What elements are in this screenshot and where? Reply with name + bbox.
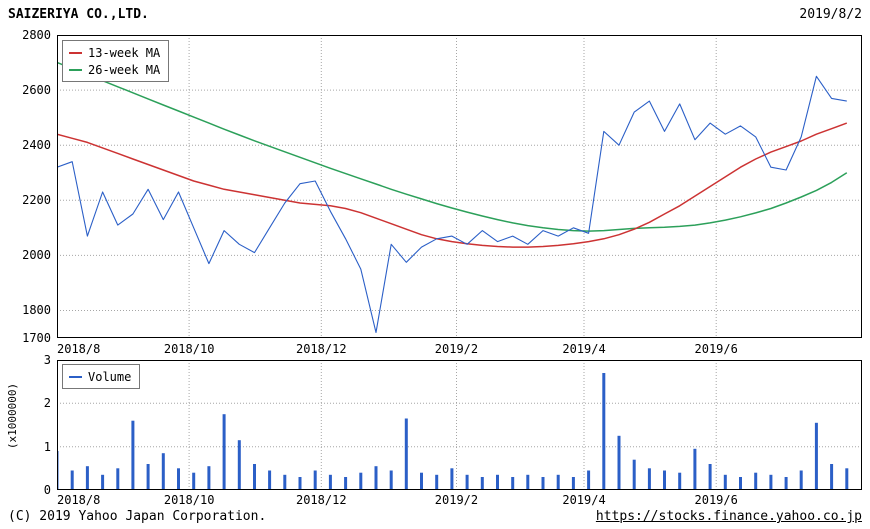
volume-legend-label: Volume — [88, 369, 132, 384]
price-y-axis-label: 2400 — [22, 138, 51, 153]
price-legend: 13-week MA 26-week MA — [62, 40, 170, 82]
volume-plot-border — [57, 360, 862, 490]
26-week-ma-line — [56, 61, 848, 232]
ma13-legend-label: 13-week MA — [88, 45, 161, 60]
volume-x-axis-label: 2019/4 — [562, 493, 606, 507]
volume-x-axis-label: 2019/6 — [694, 493, 738, 507]
price-plot-svg — [56, 35, 862, 338]
price-gridlines — [57, 35, 862, 338]
volume-y-axis-label: 0 — [43, 483, 51, 497]
price-y-axis-label: 2200 — [22, 193, 51, 208]
volume-gridlines — [57, 360, 862, 490]
price-y-axis-label: 1800 — [22, 303, 51, 318]
source-url-link[interactable]: https://stocks.finance.yahoo.co.jp — [595, 509, 862, 524]
13-week-ma-line — [56, 122, 848, 248]
volume-y-axis-label: 3 — [43, 353, 51, 367]
volume-plot-svg — [55, 360, 862, 490]
volume-axis-unit-label: (x1000000) — [6, 382, 19, 450]
volume-legend: Volume — [62, 364, 141, 389]
volume-x-axis-label: 2018/8 — [57, 493, 101, 507]
volume-x-axis-label: 2018/12 — [295, 493, 347, 507]
legend-row-ma26: 26-week MA — [69, 61, 160, 78]
price-y-axis-label: 2800 — [22, 28, 51, 42]
ma26-line-swatch — [69, 68, 82, 71]
ma26-legend-label: 26-week MA — [88, 62, 161, 77]
chart-date: 2019/8/2 — [799, 7, 862, 22]
volume-y-axis-label: 2 — [43, 396, 51, 411]
volume-x-axis-label: 2019/2 — [434, 493, 479, 507]
price-y-axis-label: 1700 — [22, 331, 51, 345]
stock-title: SAIZERIYA CO.,LTD. — [8, 7, 149, 22]
price-x-axis-label: 2019/4 — [562, 342, 606, 356]
volume-x-axis-label: 2018/10 — [163, 493, 215, 507]
price-chart-plot — [56, 35, 862, 338]
price-y-axis-label: 2000 — [22, 248, 51, 263]
price-plot-border — [57, 35, 862, 338]
volume-chart-plot — [55, 360, 862, 490]
price-y-axis-label: 2600 — [22, 83, 51, 98]
price-x-axis-label: 2018/8 — [57, 342, 101, 356]
volume-bar-swatch — [69, 375, 82, 378]
legend-row-ma13: 13-week MA — [69, 44, 160, 61]
volume-bars — [55, 373, 849, 490]
volume-y-axis-label: 1 — [43, 439, 51, 454]
ma13-line-swatch — [69, 51, 82, 54]
legend-row-volume: Volume — [69, 368, 131, 385]
price-x-axis-label: 2019/6 — [694, 342, 738, 356]
price-x-axis-label: 2019/2 — [434, 342, 479, 356]
copyright-text: (C) 2019 Yahoo Japan Corporation. — [8, 509, 267, 524]
price-line — [56, 75, 847, 334]
price-x-axis-label: 2018/12 — [295, 342, 347, 356]
price-x-axis-label: 2018/10 — [163, 342, 215, 356]
